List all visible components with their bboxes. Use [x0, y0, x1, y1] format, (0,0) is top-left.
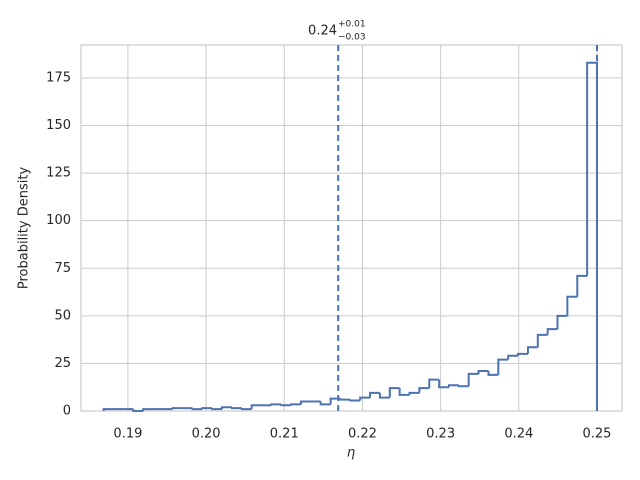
- histogram-step: [191, 408, 203, 411]
- title-sup: +0.01: [338, 20, 366, 30]
- histogram-step: [566, 295, 578, 316]
- histogram-step: [221, 406, 232, 410]
- x-tick-label: 0.20: [192, 427, 221, 442]
- histogram-step: [526, 346, 538, 354]
- histogram-step: [418, 387, 430, 393]
- histogram-step: [230, 407, 242, 410]
- histogram-step: [378, 392, 390, 399]
- histogram-step: [329, 397, 341, 405]
- histogram-step: [467, 372, 479, 387]
- y-tick-label: 175: [46, 70, 71, 85]
- y-tick-label: 0: [63, 404, 71, 419]
- histogram-step: [290, 403, 301, 406]
- histogram-step: [457, 385, 469, 388]
- y-tick-label: 75: [54, 261, 71, 276]
- x-tick-label: 0.19: [113, 427, 142, 442]
- histogram-step: [270, 403, 282, 406]
- chart-title: 0.24: [308, 24, 337, 39]
- histogram-step: [388, 387, 400, 398]
- histogram-step: [517, 352, 528, 356]
- histogram-step: [546, 328, 558, 335]
- x-tick-label: 0.22: [348, 427, 377, 442]
- y-tick-label: 25: [54, 356, 71, 371]
- title-sub: −0.03: [338, 33, 366, 43]
- histogram-step: [438, 379, 449, 389]
- histogram-step: [250, 404, 262, 410]
- y-tick-label: 50: [54, 308, 71, 323]
- histogram-step: [369, 391, 380, 398]
- histogram-step: [132, 409, 144, 412]
- histogram-step: [171, 407, 183, 410]
- histogram-step: [240, 408, 252, 411]
- y-tick-label: 150: [46, 118, 71, 133]
- histogram-step: [536, 333, 548, 348]
- x-tick-label: 0.24: [504, 427, 533, 442]
- histogram-step: [428, 378, 440, 389]
- histogram-step: [299, 400, 311, 405]
- histogram-step: [408, 391, 420, 395]
- histogram-step: [556, 314, 568, 330]
- histogram-step: [398, 388, 410, 396]
- histogram-step: [280, 404, 292, 407]
- histogram-step: [487, 371, 499, 376]
- histogram-step: [447, 384, 459, 388]
- histogram-step: [497, 358, 509, 375]
- y-tick-label: 125: [46, 166, 71, 181]
- plot-frame: [80, 44, 623, 412]
- histogram-step: [359, 396, 371, 401]
- histogram-step: [576, 274, 588, 297]
- histogram-step: [201, 407, 213, 410]
- histogram-step: [339, 398, 351, 401]
- histogram-step: [142, 408, 154, 411]
- histogram-step: [477, 370, 489, 374]
- x-tick-label: 0.21: [270, 427, 299, 442]
- histogram-step: [211, 408, 223, 411]
- histogram-step: [102, 408, 114, 411]
- histogram-step: [349, 399, 361, 402]
- x-tick-label: 0.23: [426, 427, 455, 442]
- histogram-step: [319, 401, 331, 406]
- x-axis-label: η: [347, 446, 355, 461]
- x-tick-label: 0.25: [583, 427, 612, 442]
- histogram-step: [507, 354, 519, 360]
- y-axis-label: Probability Density: [17, 167, 32, 290]
- y-tick-label: 100: [46, 213, 71, 228]
